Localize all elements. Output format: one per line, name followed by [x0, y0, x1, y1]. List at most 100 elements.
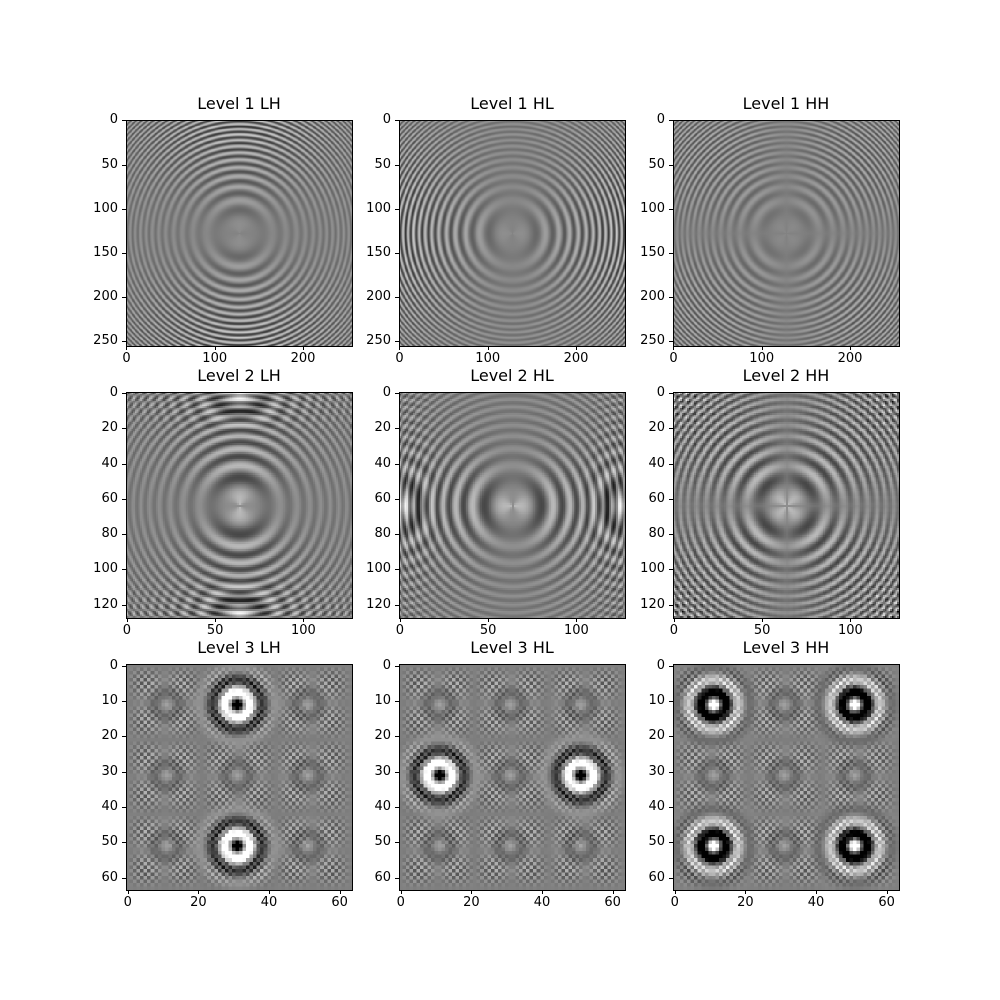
y-tick-mark — [395, 428, 399, 430]
y-tick-mark — [395, 341, 399, 343]
x-tick-label: 200 — [290, 351, 316, 366]
y-tick-label: 60 — [101, 869, 118, 885]
y-tick-mark — [669, 569, 673, 571]
y-tick-mark — [669, 604, 673, 606]
x-tick-mark — [673, 618, 675, 622]
y-tick-mark — [122, 428, 126, 430]
x-tick-label: 20 — [463, 895, 480, 910]
y-tick-label: 10 — [101, 693, 118, 709]
y-tick-label: 0 — [109, 657, 118, 673]
y-tick-label: 80 — [374, 526, 391, 542]
y-tick-mark — [122, 297, 126, 298]
heatmap-image — [126, 664, 352, 890]
x-tick-mark — [673, 346, 675, 350]
y-tick-mark — [122, 208, 126, 210]
y-tick-mark — [122, 701, 126, 703]
y-tick-mark — [395, 665, 399, 667]
x-tick-mark — [399, 618, 401, 622]
y-tick-label: 0 — [109, 384, 118, 400]
y-tick-mark — [395, 164, 399, 166]
x-tick-mark — [399, 346, 401, 350]
x-tick-mark — [269, 890, 271, 894]
x-tick-mark — [126, 346, 128, 350]
x-tick-mark — [886, 890, 888, 894]
y-tick-label: 0 — [109, 112, 118, 128]
y-tick-label: 120 — [640, 596, 665, 612]
y-tick-mark — [395, 807, 399, 809]
heatmap-image — [673, 392, 899, 618]
y-tick-label: 0 — [382, 657, 391, 673]
x-tick-label: 60 — [604, 895, 621, 910]
x-tick-mark — [215, 618, 217, 622]
y-tick-mark — [669, 701, 673, 703]
y-tick-label: 100 — [640, 200, 665, 216]
y-tick-label: 60 — [101, 490, 118, 506]
x-tick-mark — [674, 890, 676, 894]
y-tick-mark — [669, 534, 673, 536]
y-tick-mark — [669, 736, 673, 738]
y-tick-mark — [122, 392, 126, 394]
x-tick-mark — [339, 890, 341, 894]
x-tick-mark — [761, 346, 763, 350]
y-tick-label: 40 — [374, 455, 391, 471]
x-tick-mark — [487, 346, 489, 350]
y-tick-mark — [669, 842, 673, 844]
subplot-level-2-hh: Level 2 HH 0 20 40 60 80 100 120 0 50 100 — [640, 366, 900, 638]
y-tick-label: 0 — [382, 112, 391, 128]
y-tick-mark — [395, 208, 399, 210]
y-tick-label: 0 — [656, 384, 665, 400]
subplot-level-1-hh: Level 1 HH 0 50 100 150 200 250 0 100 200 — [640, 94, 900, 366]
y-tick-label: 50 — [648, 156, 665, 172]
y-tick-mark — [395, 877, 399, 879]
heatmap-image — [673, 120, 899, 346]
x-tick-mark — [127, 890, 129, 894]
y-tick-mark — [669, 392, 673, 394]
y-tick-mark — [122, 877, 126, 879]
y-tick-label: 100 — [93, 561, 118, 577]
y-tick-label: 50 — [101, 834, 118, 850]
heatmap-image — [399, 120, 625, 346]
x-tick-mark — [850, 618, 852, 622]
x-tick-label: 100 — [202, 351, 228, 366]
y-tick-label: 50 — [374, 156, 391, 172]
y-tick-label: 50 — [648, 834, 665, 850]
y-tick-label: 10 — [648, 693, 665, 709]
x-tick-mark — [303, 618, 305, 622]
y-tick-mark — [122, 569, 126, 571]
x-tick-label: 60 — [878, 895, 895, 910]
heatmap-image — [673, 664, 899, 890]
y-tick-mark — [122, 604, 126, 606]
y-tick-mark — [122, 807, 126, 809]
y-tick-mark — [122, 534, 126, 536]
x-tick-mark — [850, 346, 851, 350]
x-tick-label: 60 — [331, 895, 348, 910]
y-tick-mark — [395, 736, 399, 738]
y-tick-label: 0 — [656, 112, 665, 128]
subplot-level-3-lh: Level 3 LH 0 10 20 30 40 50 60 0 20 40 60 — [101, 638, 353, 910]
x-tick-mark — [400, 890, 402, 894]
subplot-title: Level 3 LH — [197, 638, 281, 657]
subplot-title: Level 1 HL — [470, 94, 554, 113]
y-tick-label: 40 — [374, 799, 391, 815]
y-tick-label: 20 — [101, 420, 118, 436]
x-tick-mark — [471, 890, 473, 894]
x-tick-label: 0 — [396, 895, 405, 910]
x-tick-label: 0 — [669, 623, 679, 638]
heatmap-image — [399, 392, 625, 618]
y-tick-mark — [122, 771, 126, 773]
y-tick-label: 200 — [640, 289, 665, 304]
y-tick-mark — [122, 498, 126, 500]
x-tick-label: 40 — [260, 895, 278, 910]
y-tick-label: 40 — [101, 799, 118, 815]
y-tick-mark — [669, 297, 673, 298]
y-tick-label: 40 — [101, 455, 118, 471]
y-tick-mark — [122, 463, 126, 465]
y-tick-label: 250 — [366, 333, 391, 349]
x-tick-mark — [488, 618, 490, 622]
heatmap-image — [126, 392, 352, 618]
y-tick-label: 150 — [366, 244, 391, 260]
y-tick-mark — [395, 392, 399, 394]
y-tick-label: 100 — [93, 200, 118, 216]
x-tick-label: 0 — [395, 623, 405, 638]
y-tick-label: 80 — [648, 526, 665, 542]
